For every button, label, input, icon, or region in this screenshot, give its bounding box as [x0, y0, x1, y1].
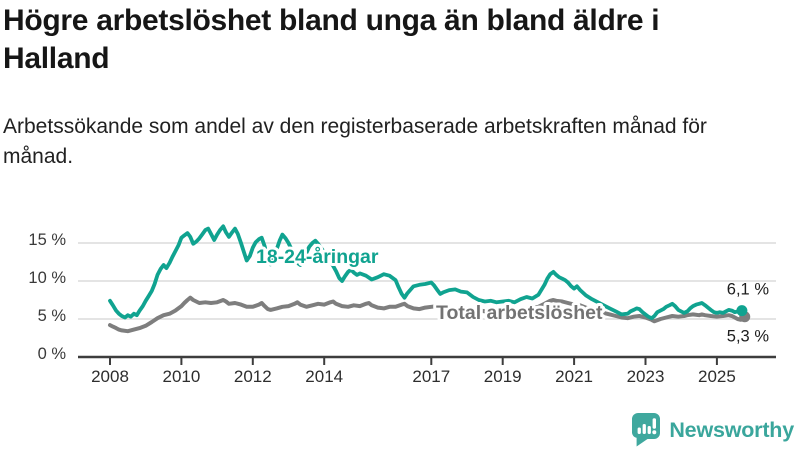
newsworthy-wordmark: Newsworthy [669, 417, 794, 442]
series-label: 18-24-åringar [256, 245, 379, 268]
y-tick-label: 0 % [38, 345, 67, 363]
series-label: Total arbetslöshet [436, 302, 603, 324]
x-tick-label: 2025 [698, 367, 736, 386]
page-title: Högre arbetslöshet bland unga än bland ä… [3, 4, 660, 75]
x-tick-label: 2008 [91, 367, 129, 386]
x-tick-label: 2017 [412, 367, 450, 386]
x-tick-label: 2023 [627, 367, 665, 386]
series-end-value: 6,1 % [727, 281, 770, 299]
chart-subtitle: Arbetssökande som andel av den registerb… [3, 115, 707, 168]
newsworthy-branding: Newsworthy [632, 413, 794, 447]
x-tick-label: 2021 [555, 367, 593, 386]
series-end-dot [736, 305, 748, 317]
y-tick-label: 15 % [28, 231, 66, 249]
y-tick-label: 5 % [38, 307, 67, 325]
y-tick-label: 10 % [28, 269, 66, 287]
series-line-total [108, 295, 747, 334]
series-end-value: 5,3 % [727, 328, 770, 346]
x-tick-label: 2012 [234, 367, 272, 386]
x-tick-label: 2014 [305, 367, 343, 386]
x-tick-label: 2010 [162, 367, 200, 386]
x-tick-label: 2019 [484, 367, 522, 386]
series-line-18-24 [108, 224, 744, 321]
bar-chart-speech-bubble-icon [632, 413, 661, 447]
